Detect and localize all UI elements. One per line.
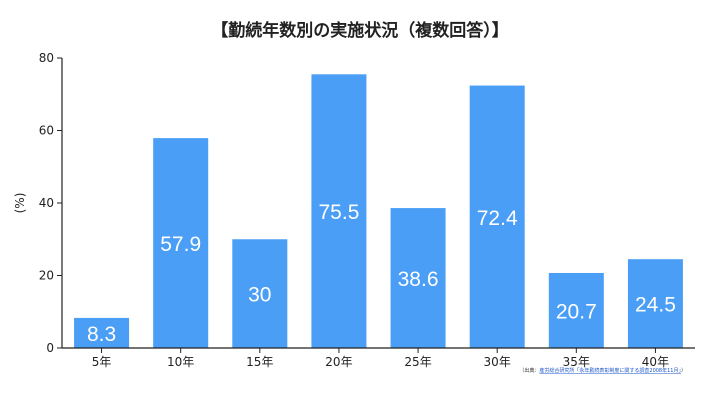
bar-30年 <box>469 85 525 349</box>
x-tick-label: 35年 <box>563 355 590 369</box>
x-tick-label: 15年 <box>246 355 273 369</box>
bar-value-label: 24.5 <box>635 294 676 317</box>
source-suffix: ） <box>681 368 686 374</box>
bar-value-label: 72.4 <box>477 207 518 230</box>
bar-value-label: 38.6 <box>398 268 439 291</box>
x-tick-label: 30年 <box>484 355 511 369</box>
x-tick-label: 10年 <box>167 355 194 369</box>
y-tick-label: 20 <box>39 269 54 283</box>
axes <box>61 58 695 349</box>
bar-25年 <box>390 208 446 348</box>
bar-value-label: 75.5 <box>319 201 360 224</box>
bar-20年 <box>311 74 367 348</box>
chart-title: 【勤続年数別の実施状況（複数回答）】 <box>211 20 509 41</box>
y-axis-label: (%) <box>13 193 27 214</box>
source-note: （出典：産労総合研究所「永年勤続表彰制度に関する調査2008年11月」） <box>519 367 686 374</box>
y-tick-label: 60 <box>39 124 54 138</box>
y-tick-label: 40 <box>39 196 54 210</box>
bar-value-label: 30 <box>248 284 271 307</box>
x-tick-label: 25年 <box>404 355 431 369</box>
bar-value-label: 8.3 <box>87 323 116 346</box>
bar-15年 <box>232 239 288 348</box>
source-prefix: （出典： <box>519 367 539 374</box>
y-tick-label: 80 <box>39 51 54 65</box>
y-tick-label: 0 <box>46 341 54 355</box>
bar-40年 <box>627 259 683 348</box>
bar-value-label: 20.7 <box>556 300 597 323</box>
bar-value-label: 57.9 <box>160 233 201 256</box>
bar-10年 <box>153 138 209 348</box>
x-tick-label: 40年 <box>642 355 669 369</box>
x-axis-ticks: 5年 10年 15年 20年 25年 30年 35年 40年 <box>92 348 669 369</box>
x-tick-label: 20年 <box>325 355 352 369</box>
source-link[interactable]: 産労総合研究所「永年勤続表彰制度に関する調査2008年11月」 <box>539 367 681 374</box>
bar-35年 <box>548 272 604 348</box>
bar-5年 <box>74 317 130 348</box>
bars: 8.3 57.9 30 75.5 38.6 72.4 20.7 24.5 <box>74 74 683 349</box>
y-axis-ticks: 0 20 40 60 80 <box>39 51 62 355</box>
x-tick-label: 5年 <box>92 355 112 369</box>
